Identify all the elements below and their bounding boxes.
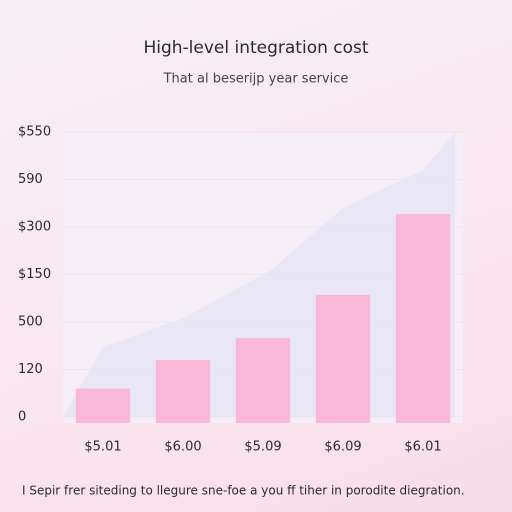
bar — [235, 338, 291, 423]
bar — [75, 388, 131, 423]
bar — [315, 294, 371, 423]
x-tick-label: $5.09 — [244, 440, 281, 455]
y-tick-label: 120 — [18, 362, 43, 377]
footnote: I Sepir frer siteding to llegure sne-foe… — [22, 484, 465, 498]
y-tick-label: $300 — [18, 220, 51, 235]
bar — [155, 360, 211, 423]
y-tick-label: $550 — [18, 125, 51, 140]
x-tick-label: $6.00 — [164, 440, 201, 455]
y-tick-label: 590 — [18, 172, 43, 187]
chart-title: High-level integration cost — [143, 38, 368, 58]
y-tick-label: $150 — [18, 267, 51, 282]
x-tick-label: $6.01 — [404, 440, 441, 455]
y-tick-label: 500 — [18, 315, 43, 330]
x-tick-label: $6.09 — [324, 440, 361, 455]
x-tick-label: $5.01 — [84, 440, 121, 455]
y-tick-label: 0 — [18, 410, 26, 425]
bar — [395, 214, 451, 423]
chart-subtitle: That al beserijp year service — [163, 72, 349, 87]
